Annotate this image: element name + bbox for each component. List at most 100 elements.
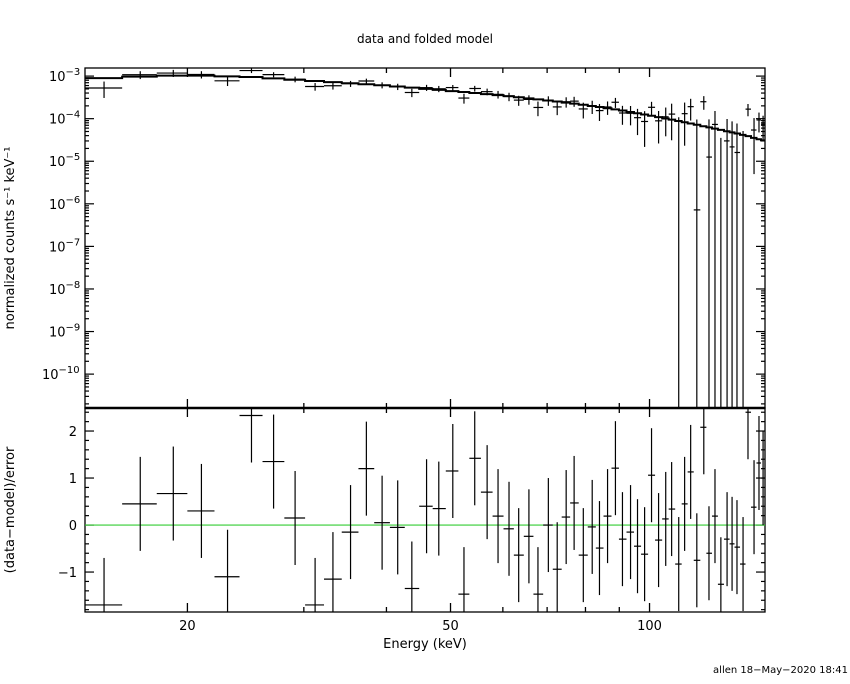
residual-point: [717, 537, 724, 612]
residual-point: [214, 529, 240, 612]
data-point: [729, 121, 735, 408]
residual-point: [122, 456, 157, 551]
x-tick-label: 20: [179, 619, 196, 634]
y-tick-label: −1: [58, 566, 77, 581]
data-point: [723, 118, 730, 408]
data-point: [681, 102, 688, 146]
data-point: [595, 103, 604, 121]
residual-point: [358, 421, 375, 516]
data-point: [523, 95, 534, 105]
data-point: [543, 96, 553, 106]
residual-point: [85, 557, 123, 612]
residual-point: [445, 423, 459, 518]
residual-point: [374, 475, 390, 570]
y-tick-label: 10−9: [49, 323, 80, 341]
residual-point: [533, 547, 544, 612]
data-point: [611, 97, 619, 108]
residual-point: [480, 445, 493, 540]
data-point: [626, 106, 635, 126]
residual-point: [284, 470, 306, 565]
data-point: [668, 103, 676, 141]
data-point: [492, 90, 504, 99]
residual-point: [570, 455, 579, 550]
residual-point: [655, 493, 663, 588]
data-point: [634, 108, 642, 136]
residual-point: [503, 481, 514, 576]
residual-point: [740, 517, 746, 612]
footer-timestamp: allen 18−May−2020 18:41: [713, 665, 848, 676]
data-point: [480, 88, 493, 96]
residual-point: [432, 461, 446, 556]
data-point: [85, 81, 123, 98]
residual-point: [492, 469, 504, 564]
data-point: [469, 85, 481, 92]
data-point: [570, 96, 579, 107]
residual-point: [711, 469, 718, 564]
residual-point: [156, 446, 188, 541]
data-point: [374, 82, 390, 89]
residual-point: [561, 470, 571, 565]
chart-title: data and folded model: [357, 32, 493, 46]
data-point: [745, 104, 752, 117]
data-point: [618, 105, 627, 125]
residual-point: [693, 513, 701, 608]
data-point: [341, 80, 359, 87]
residual-point: [681, 456, 688, 551]
residual-panel: 20 50 100 2 1 0 −1: [58, 68, 766, 634]
residual-point: [745, 408, 752, 460]
data-point: [578, 102, 588, 119]
model-line: [85, 74, 765, 142]
residual-point: [662, 471, 669, 566]
residual-point: [618, 492, 627, 587]
residual-point: [756, 415, 762, 510]
x-tick-label: 100: [637, 619, 662, 634]
residual-point: [751, 460, 757, 555]
residual-frame: [84, 407, 766, 613]
data-point: [662, 107, 669, 137]
residual-point: [552, 522, 562, 612]
y-tick-label: 10−4: [49, 110, 80, 128]
residual-point: [706, 506, 712, 601]
residual-point: [675, 517, 682, 612]
y-axis-label-spectrum: normalized counts s⁻¹ keV⁻¹: [3, 147, 18, 330]
data-point: [432, 85, 446, 93]
data-point: [122, 71, 157, 80]
data-point: [693, 119, 701, 408]
y-axis-label-residuals: (data−model)/error: [3, 446, 18, 573]
data-point: [648, 101, 656, 116]
data-point: [587, 100, 596, 115]
residual-point: [469, 411, 481, 506]
data-point: [458, 93, 470, 104]
data-point: [756, 112, 762, 133]
y-tick-label: 10−5: [49, 152, 80, 170]
residual-point: [595, 501, 604, 596]
residual-point: [734, 500, 741, 595]
data-point: [324, 82, 342, 90]
residual-point: [341, 485, 359, 580]
data-point: [389, 83, 405, 91]
residual-point: [648, 428, 656, 523]
data-point: [404, 88, 420, 98]
data-point: [262, 72, 285, 78]
data-point: [305, 83, 325, 91]
data-point: [533, 101, 544, 117]
residual-point: [324, 532, 342, 612]
data-point: [700, 96, 707, 110]
residual-point: [603, 469, 612, 564]
y-tick-label: 10−3: [49, 67, 80, 85]
data-point: [284, 76, 306, 83]
data-point: [513, 95, 524, 106]
x-axis-label: Energy (keV): [383, 637, 467, 652]
data-point: [419, 84, 433, 91]
data-point: [711, 111, 718, 408]
residual-point: [700, 408, 707, 475]
data-point: [214, 76, 240, 87]
residual-point: [578, 508, 588, 603]
y-tick-label: 0: [69, 519, 77, 534]
y-tick-label: 10−10: [42, 365, 80, 383]
residual-point: [723, 492, 730, 587]
residual-point: [761, 431, 765, 526]
residual-point: [419, 459, 433, 554]
y-tick-label: 10−6: [49, 195, 80, 213]
